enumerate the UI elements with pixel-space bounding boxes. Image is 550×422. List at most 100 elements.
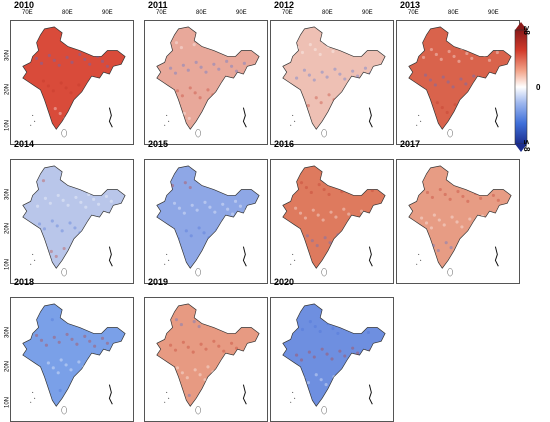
lakshadweep-dot xyxy=(420,259,422,261)
anomaly-speckle xyxy=(36,252,41,257)
anomaly-speckle xyxy=(477,79,481,83)
anomaly-speckle xyxy=(423,73,428,77)
anomaly-speckle xyxy=(168,97,172,101)
lakshadweep-dot xyxy=(168,397,170,399)
anomaly-speckle xyxy=(449,245,453,250)
anomaly-speckle xyxy=(60,229,64,233)
anomaly-speckle xyxy=(307,350,311,354)
anomaly-speckle xyxy=(183,181,187,185)
anomaly-speckle xyxy=(105,64,109,68)
anomaly-speckle xyxy=(185,376,189,380)
anomaly-speckle xyxy=(216,375,220,379)
anomaly-region xyxy=(156,303,260,407)
anomaly-speckle xyxy=(84,106,88,110)
anomaly-speckle xyxy=(220,233,224,237)
anomaly-speckle xyxy=(352,217,356,221)
anomaly-speckle xyxy=(227,255,231,259)
anomaly-speckle xyxy=(173,348,178,352)
anomaly-speckle xyxy=(471,105,475,109)
anomaly-speckle xyxy=(51,366,55,370)
anomaly-speckle xyxy=(86,223,90,227)
map-panel: 2011 70E 80E 90E xyxy=(144,0,268,145)
anomaly-speckle xyxy=(99,367,104,371)
anomaly-speckle xyxy=(240,44,244,48)
longitude-tick-label: 90E xyxy=(488,10,499,16)
anomaly-speckle xyxy=(361,48,366,53)
anomaly-speckle xyxy=(369,219,373,223)
anomaly-speckle xyxy=(41,179,46,183)
anomaly-speckle xyxy=(200,113,204,118)
anomaly-speckle xyxy=(233,377,238,381)
anomaly-speckle xyxy=(475,240,479,244)
anomaly-speckle xyxy=(444,241,448,245)
andaman-islands xyxy=(368,384,373,405)
anomaly-speckle xyxy=(198,373,202,377)
anomaly-speckle xyxy=(106,112,110,117)
anomaly-speckle xyxy=(356,321,361,325)
anomaly-speckle xyxy=(186,345,190,349)
anomaly-speckle xyxy=(58,111,62,116)
map-panel: 2015 xyxy=(144,139,268,284)
anomaly-speckle xyxy=(100,336,105,340)
anomaly-speckle xyxy=(318,329,322,334)
anomaly-speckle xyxy=(363,245,368,249)
anomaly-speckle xyxy=(53,106,57,111)
anomaly-speckle xyxy=(439,57,443,61)
anomaly-speckle xyxy=(487,58,492,62)
anomaly-speckle xyxy=(455,220,459,224)
anomaly-speckle xyxy=(344,323,348,328)
anomaly-speckle xyxy=(174,318,179,322)
anomaly-speckle xyxy=(317,183,321,187)
andaman-islands xyxy=(242,107,247,128)
anomaly-speckle xyxy=(428,78,433,82)
anomaly-speckle xyxy=(363,66,368,70)
anomaly-speckle xyxy=(88,62,92,66)
map-panel: 2010 70E 80E 90E 30N 20N 10N xyxy=(5,0,134,145)
anomaly-speckle xyxy=(234,69,239,73)
anomaly-speckle xyxy=(209,253,213,258)
anomaly-speckle xyxy=(422,104,427,108)
anomaly-speckle xyxy=(175,366,180,370)
anomaly-speckle xyxy=(480,245,484,249)
anomaly-speckle xyxy=(300,327,305,332)
anomaly-speckle xyxy=(468,217,472,221)
sri-lanka-outline xyxy=(61,267,67,277)
anomaly-speckle xyxy=(92,197,96,201)
anomaly-speckle xyxy=(40,109,45,114)
anomaly-speckle xyxy=(178,254,182,259)
anomaly-speckle xyxy=(312,355,316,359)
lakshadweep-dot xyxy=(292,114,294,117)
anomaly-speckle xyxy=(181,63,185,67)
anomaly-speckle xyxy=(89,110,93,115)
anomaly-speckle xyxy=(45,391,49,396)
anomaly-speckle xyxy=(101,384,106,389)
map-frame xyxy=(270,297,394,422)
anomaly-speckle xyxy=(327,192,331,197)
anomaly-speckle xyxy=(170,184,175,188)
colorbar-bottom-arrow xyxy=(515,144,527,152)
anomaly-speckle xyxy=(87,192,91,197)
anomaly-speckle xyxy=(52,58,56,62)
anomaly-speckle xyxy=(240,321,244,325)
anomaly-speckle xyxy=(313,324,317,329)
anomaly-speckle xyxy=(324,383,328,387)
lakshadweep-dot xyxy=(166,114,168,117)
andaman-islands xyxy=(368,246,373,267)
panel-year-label: 2016 xyxy=(274,139,295,149)
anomaly-speckle xyxy=(447,49,451,54)
anomaly-speckle xyxy=(338,72,342,76)
map-frame xyxy=(10,297,134,422)
anomaly-speckle xyxy=(81,317,85,321)
anomaly-speckle xyxy=(50,318,54,322)
anomaly-speckle xyxy=(95,85,99,89)
anomaly-speckle xyxy=(318,52,322,57)
anomaly-speckle xyxy=(74,195,78,199)
anomaly-speckle xyxy=(199,342,203,346)
anomaly-speckle xyxy=(314,373,318,377)
anomaly-speckle xyxy=(228,323,232,328)
anomaly-speckle xyxy=(205,40,209,44)
panel-year-label: 2014 xyxy=(14,139,35,149)
lakshadweep-dot xyxy=(420,120,422,122)
anomaly-speckle xyxy=(169,391,174,396)
anomaly-speckle xyxy=(103,225,108,229)
